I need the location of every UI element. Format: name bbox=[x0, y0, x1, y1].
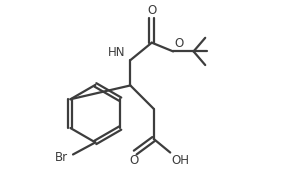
Text: HN: HN bbox=[108, 46, 126, 59]
Text: OH: OH bbox=[171, 154, 189, 167]
Text: O: O bbox=[147, 4, 156, 17]
Text: O: O bbox=[174, 37, 183, 50]
Text: Br: Br bbox=[55, 151, 68, 164]
Text: O: O bbox=[130, 154, 139, 167]
